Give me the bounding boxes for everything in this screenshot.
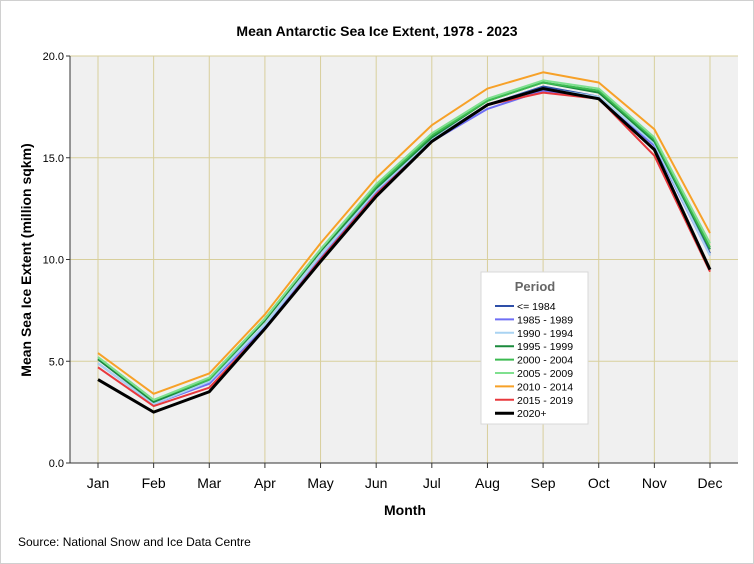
legend-label: 2000 - 2004	[517, 355, 573, 367]
series-line	[97, 87, 712, 414]
x-tick-label: Jul	[423, 475, 441, 491]
legend-label: 1995 - 1999	[517, 341, 573, 353]
x-tick-label: Feb	[142, 475, 166, 491]
x-tick-label: Oct	[588, 475, 610, 491]
series-line	[97, 81, 711, 401]
legend-label: <= 1984	[517, 301, 556, 313]
y-axis-label: Mean Sea Ice Extent (million sqkm)	[18, 143, 34, 376]
y-tick-label: 15.0	[43, 153, 64, 165]
x-axis-label: Month	[384, 502, 426, 518]
y-tick-label: 20.0	[43, 51, 64, 63]
legend-label: 1990 - 1994	[517, 328, 573, 340]
series-line	[97, 71, 711, 395]
legend-label: 2005 - 2009	[517, 368, 573, 380]
series-line	[97, 87, 711, 405]
legend-label: 2020+	[517, 408, 547, 420]
y-tick-label: 5.0	[49, 356, 64, 368]
x-tick-label: Jun	[365, 475, 388, 491]
series-2010-2014	[97, 71, 711, 395]
x-tick-label: Mar	[197, 475, 221, 491]
series-line	[97, 79, 711, 401]
y-tick-label: 10.0	[43, 255, 64, 267]
x-tick-label: Dec	[698, 475, 723, 491]
x-tick-label: May	[307, 475, 333, 491]
legend-title: Period	[515, 279, 556, 294]
source-note: Source: National Snow and Ice Data Centr…	[18, 535, 251, 549]
x-tick-label: Apr	[254, 475, 276, 491]
legend-label: 2015 - 2019	[517, 395, 573, 407]
y-tick-label: 0.0	[49, 458, 64, 470]
x-tick-label: Nov	[642, 475, 667, 491]
x-tick-label: Jan	[87, 475, 110, 491]
x-tick-label: Aug	[475, 475, 500, 491]
legend-box	[480, 271, 589, 425]
series-2005-2009	[97, 79, 711, 401]
x-tick-label: Sep	[531, 475, 556, 491]
chart-title: Mean Antarctic Sea Ice Extent, 1978 - 20…	[236, 23, 517, 39]
legend-label: 2010 - 2014	[517, 381, 573, 393]
series-2020+	[97, 87, 712, 414]
legend-label: 1985 - 1989	[517, 314, 573, 326]
